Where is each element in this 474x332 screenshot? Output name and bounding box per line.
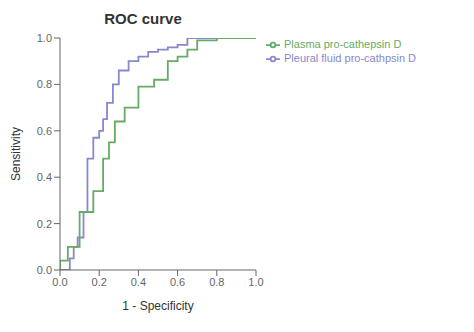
svg-text:Sensitivity: Sensitivity xyxy=(9,127,23,181)
html-text:Pleural fluid pro-cathpsin D: Pleural fluid pro-cathpsin D xyxy=(284,52,417,65)
svg-text:0.6: 0.6 xyxy=(37,125,52,137)
svg-text:1 - Specificity: 1 - Specificity xyxy=(122,299,193,313)
svg-text:0.8: 0.8 xyxy=(37,78,52,90)
svg-text:0.8: 0.8 xyxy=(209,276,224,288)
svg-text:0.2: 0.2 xyxy=(92,276,107,288)
svg-text:0.4: 0.4 xyxy=(131,276,146,288)
svg-text:0.0: 0.0 xyxy=(37,264,52,276)
svg-text:1.0: 1.0 xyxy=(37,32,52,44)
svg-text:1.0: 1.0 xyxy=(248,276,263,288)
svg-text:0.2: 0.2 xyxy=(37,218,52,230)
svg-text:0.6: 0.6 xyxy=(170,276,185,288)
html-text:ROC curve: ROC curve xyxy=(104,10,182,27)
svg-text:0.0: 0.0 xyxy=(52,276,67,288)
svg-text:0.4: 0.4 xyxy=(37,171,52,183)
html-text:Plasma pro-cathepsin D: Plasma pro-cathepsin D xyxy=(284,38,402,50)
